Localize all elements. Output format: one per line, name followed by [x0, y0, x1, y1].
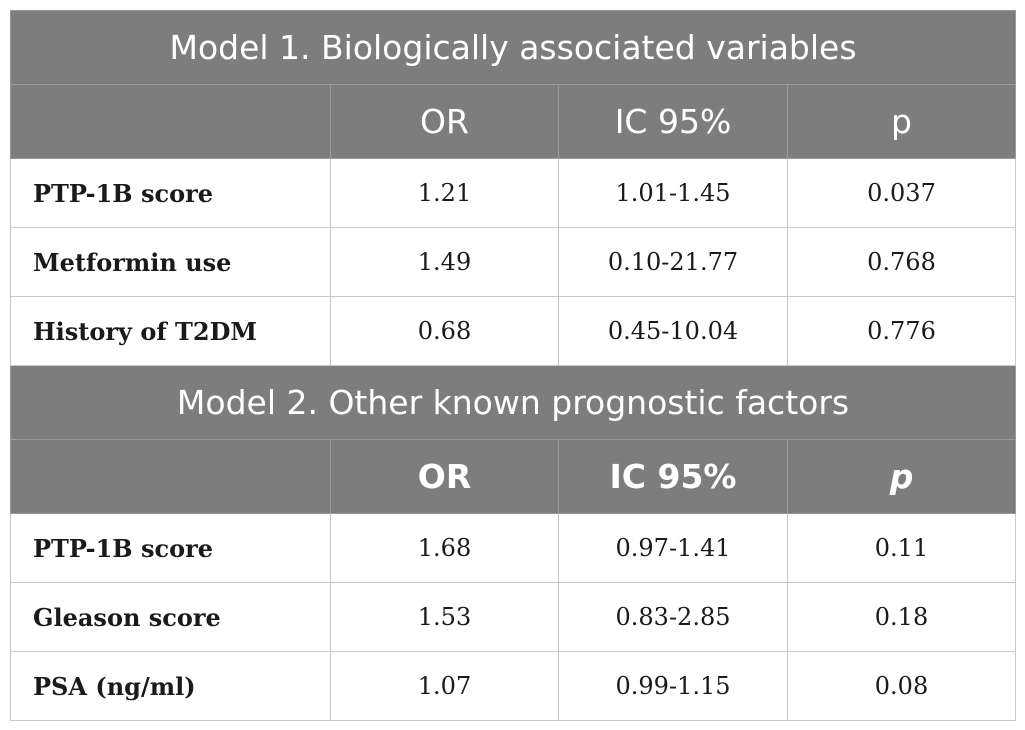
model-2-title-row: Model 2. Other known prognostic factors [9, 365, 1017, 440]
header-ci: IC 95% [558, 84, 788, 159]
or-value: 1.53 [330, 582, 559, 652]
or-value: 1.07 [330, 651, 559, 721]
ci-value: 0.45-10.04 [558, 296, 788, 366]
table-row: Gleason score 1.53 0.83-2.85 0.18 [10, 582, 1017, 652]
model-1-title-row: Model 1. Biologically associated variabl… [9, 10, 1017, 85]
header-p: p [786, 84, 1017, 159]
variable-name: PSA (ng/ml) [10, 651, 331, 721]
p-value: 0.08 [786, 651, 1017, 721]
variable-name: PTP-1B score [10, 158, 331, 228]
or-value: 1.21 [330, 158, 559, 228]
model-1-header-row: OR IC 95% p [10, 84, 1017, 159]
variable-name: PTP-1B score [10, 513, 331, 583]
p-value: 0.11 [786, 513, 1017, 583]
model-2-header-row: OR IC 95% p [10, 439, 1017, 514]
variable-name: Gleason score [10, 582, 331, 652]
table-row: Metformin use 1.49 0.10-21.77 0.768 [10, 227, 1017, 297]
ci-value: 0.99-1.15 [558, 651, 788, 721]
variable-name: Metformin use [10, 227, 331, 297]
table-row: PTP-1B score 1.68 0.97-1.41 0.11 [10, 513, 1017, 583]
header-or: OR [330, 84, 559, 159]
or-value: 0.68 [330, 296, 559, 366]
header-variable [10, 439, 331, 514]
ci-value: 1.01-1.45 [558, 158, 788, 228]
model-1-title: Model 1. Biologically associated variabl… [9, 10, 1017, 85]
p-value: 0.776 [786, 296, 1017, 366]
or-value: 1.68 [330, 513, 559, 583]
ci-value: 0.97-1.41 [558, 513, 788, 583]
ci-value: 0.10-21.77 [558, 227, 788, 297]
variable-name: History of T2DM [10, 296, 331, 366]
table-row: PTP-1B score 1.21 1.01-1.45 0.037 [10, 158, 1017, 228]
p-value: 0.18 [786, 582, 1017, 652]
table-row: History of T2DM 0.68 0.45-10.04 0.776 [10, 296, 1017, 366]
header-p: p [786, 439, 1017, 514]
regression-results-table: Model 1. Biologically associated variabl… [9, 10, 1017, 721]
p-value: 0.037 [786, 158, 1017, 228]
header-or: OR [330, 439, 559, 514]
p-value: 0.768 [786, 227, 1017, 297]
ci-value: 0.83-2.85 [558, 582, 788, 652]
table-row: PSA (ng/ml) 1.07 0.99-1.15 0.08 [10, 651, 1017, 721]
or-value: 1.49 [330, 227, 559, 297]
header-ci: IC 95% [558, 439, 788, 514]
results-table-container: Model 1. Biologically associated variabl… [9, 10, 1017, 721]
model-2-title: Model 2. Other known prognostic factors [9, 365, 1017, 440]
header-variable [10, 84, 331, 159]
